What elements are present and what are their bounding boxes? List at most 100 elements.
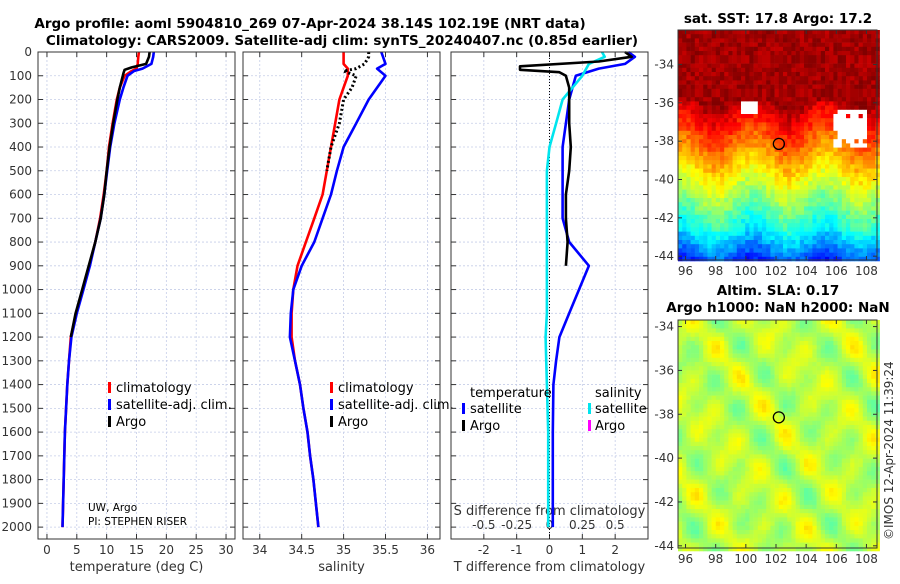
map-cell	[791, 190, 796, 195]
map-cell	[812, 467, 817, 472]
map-cell	[737, 408, 742, 413]
map-cell	[754, 156, 759, 161]
map-cell	[724, 492, 729, 497]
map-cell	[737, 101, 742, 106]
map-cell	[691, 173, 696, 178]
map-cell	[804, 198, 809, 203]
map-cell	[733, 366, 738, 371]
map-cell	[724, 248, 729, 253]
map-cell	[733, 488, 738, 493]
map-cell	[703, 400, 708, 405]
map-cell	[770, 223, 775, 228]
map-cell	[791, 89, 796, 94]
map-cell	[733, 257, 738, 262]
map-cell	[842, 421, 847, 426]
map-cell	[863, 328, 868, 333]
x-tick-label: 30	[218, 543, 233, 557]
map-cell	[754, 72, 759, 77]
map-cell	[838, 375, 843, 380]
map-cell	[686, 484, 691, 489]
map-cell	[741, 475, 746, 480]
map-cell	[783, 169, 788, 174]
map-cell	[749, 467, 754, 472]
map-cell	[867, 244, 872, 249]
map-cell	[867, 400, 872, 405]
map-cell	[775, 236, 780, 241]
map-cell	[682, 190, 687, 195]
map-cell	[859, 80, 864, 85]
map-cell	[762, 333, 767, 338]
map-cell	[682, 467, 687, 472]
map-cell	[846, 442, 851, 447]
map-cell	[829, 177, 834, 182]
map-cell	[796, 152, 801, 157]
map-cell	[854, 122, 859, 127]
map-cell	[695, 396, 700, 401]
map-cell	[737, 106, 742, 111]
map-cell	[821, 370, 826, 375]
map-cell	[699, 328, 704, 333]
map-cell	[783, 30, 788, 35]
map-cell	[829, 320, 834, 325]
map-cell	[787, 459, 792, 464]
map-cell	[762, 131, 767, 136]
map-cell	[829, 59, 834, 64]
map-cell	[825, 253, 830, 258]
map-cell	[779, 34, 784, 39]
map-cell	[724, 64, 729, 69]
map-cell	[716, 467, 721, 472]
map-cell	[703, 253, 708, 258]
map-cell	[703, 379, 708, 384]
map-cell	[754, 34, 759, 39]
map-cell	[867, 370, 872, 375]
map-cell	[766, 198, 771, 203]
map-cell	[720, 89, 725, 94]
map-cell	[682, 68, 687, 73]
map-cell	[695, 244, 700, 249]
map-cell	[745, 408, 750, 413]
map-cell	[775, 68, 780, 73]
map-cell	[863, 366, 868, 371]
map-cell	[800, 433, 805, 438]
map-cell	[703, 412, 708, 417]
map-cell	[850, 328, 855, 333]
map-cell	[775, 387, 780, 392]
map-cell	[859, 181, 864, 186]
map-cell	[737, 354, 742, 359]
map-cell	[716, 328, 721, 333]
map-cell	[749, 106, 754, 111]
map-cell	[775, 30, 780, 35]
map-cell	[695, 333, 700, 338]
map-cell	[842, 341, 847, 346]
map-cell	[741, 354, 746, 359]
map-cell	[812, 391, 817, 396]
map-cell	[695, 442, 700, 447]
map-cell	[754, 433, 759, 438]
map-cell	[758, 139, 763, 144]
map-cell	[770, 185, 775, 190]
lon-tick-label: 96	[678, 264, 693, 278]
map-cell	[733, 215, 738, 220]
map-cell	[733, 160, 738, 165]
legend-swatch	[330, 399, 333, 410]
map-cell	[821, 257, 826, 262]
map-cell	[678, 30, 683, 35]
map-cell	[875, 320, 880, 325]
map-cell	[720, 85, 725, 90]
map-cell	[728, 244, 733, 249]
map-cell	[875, 417, 880, 422]
map-cell	[829, 43, 834, 48]
map-cell	[808, 227, 813, 232]
map-cell	[863, 475, 868, 480]
map-cell	[758, 51, 763, 56]
legend-label: satellite	[470, 402, 522, 417]
map-cell	[749, 215, 754, 220]
map-cell	[775, 152, 780, 157]
map-cell	[783, 127, 788, 132]
map-cell	[682, 64, 687, 69]
map-cell	[859, 484, 864, 489]
map-cell	[842, 320, 847, 325]
map-cell	[791, 396, 796, 401]
map-cell	[707, 345, 712, 350]
